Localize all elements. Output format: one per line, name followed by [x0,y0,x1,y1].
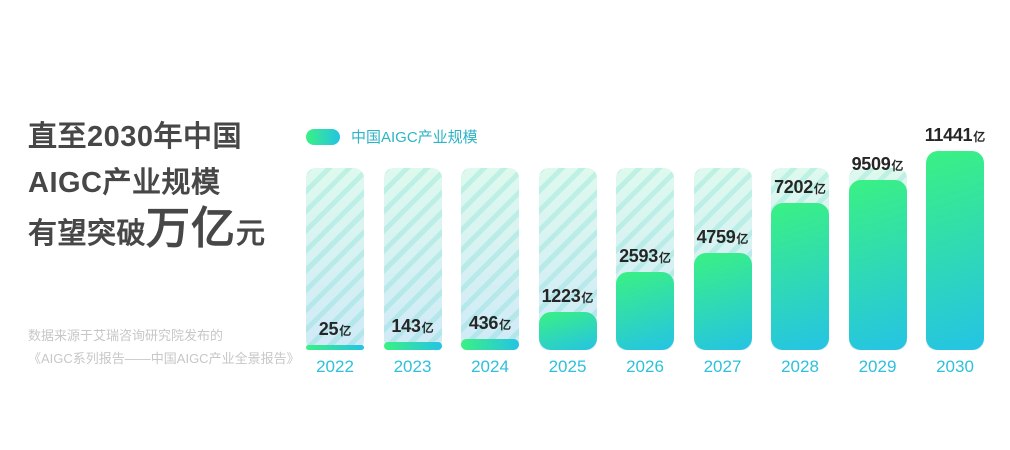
bar-2029 [848,180,907,350]
bar-2022 [306,345,364,350]
bar-2023 [383,342,442,350]
bar-2024 [461,339,519,350]
bar-track [306,168,364,350]
chart-column-2028: 7202亿 2028 [771,100,829,376]
title-line-3-prefix: 有望突破 [28,218,147,250]
value-label-2027: 4759亿 [696,227,749,247]
page-title: 直至2030年中国 AIGC产业规模 有望突破万亿元 [28,114,266,257]
x-axis-label-2024: 2024 [471,357,509,376]
value-label-2028: 7202亿 [774,177,826,197]
value-label-2030: 11441亿 [924,125,986,145]
title-highlight: 万亿 [146,204,237,253]
chart-column-2024: 436亿 2024 [461,100,519,376]
x-axis-label-2027: 2027 [703,357,742,376]
x-axis-label-2025: 2025 [548,357,587,376]
value-label-2029: 9509亿 [851,154,904,174]
title-line-2: AIGC产业规模 [28,167,221,199]
bar-track [461,168,519,350]
bar-2025 [538,312,597,350]
bar-2028 [771,203,829,350]
chart-column-2030: 11441亿 2030 [924,100,986,376]
bar-2027 [693,253,752,350]
chart-column-2023: 143亿 2023 [383,100,442,376]
x-axis-label-2022: 2022 [316,357,354,376]
legend-label: 中国AIGC产业规模 [351,129,478,146]
chart-column-2027: 4759亿 2027 [693,100,752,376]
value-label-2022: 25亿 [318,319,352,339]
title-line-3-suffix: 元 [236,218,266,250]
chart-column-2029: 9509亿 2029 [848,100,907,376]
chart-column-2025: 1223亿 2025 [538,100,597,376]
value-label-2025: 1223亿 [541,286,594,306]
title-line-1: 直至2030年中国 [28,121,243,153]
chart-column-2026: 2593亿 2026 [616,100,674,376]
x-axis-label-2023: 2023 [393,357,432,376]
value-label-2024: 436亿 [468,313,512,333]
bar-2026 [616,272,674,350]
legend-swatch-icon [306,128,340,145]
chart-column-2022: 25亿 2022 [306,100,364,376]
title-line-3: 有望突破万亿元 [28,206,266,257]
x-axis-label-2030: 2030 [936,357,974,376]
source-line-1: 数据来源于艾瑞咨询研究院发布的 [28,328,224,343]
x-axis-label-2029: 2029 [858,357,897,376]
data-source-note: 数据来源于艾瑞咨询研究院发布的 《AIGC系列报告——中国AIGC产业全景报告》 [28,324,300,370]
chart-legend: 中国AIGC产业规模 [306,126,478,147]
value-label-2023: 143亿 [391,316,434,336]
x-axis-label-2026: 2026 [626,357,664,376]
source-line-2: 《AIGC系列报告——中国AIGC产业全景报告》 [28,351,300,366]
bar-track [383,168,442,350]
x-axis-label-2028: 2028 [781,357,819,376]
value-label-2026: 2593亿 [619,246,671,266]
plot-area: 25亿 2022 143亿 2023 436亿 2024 1223亿 2025 2593亿 202… [306,100,986,376]
bar-2030 [926,151,984,350]
